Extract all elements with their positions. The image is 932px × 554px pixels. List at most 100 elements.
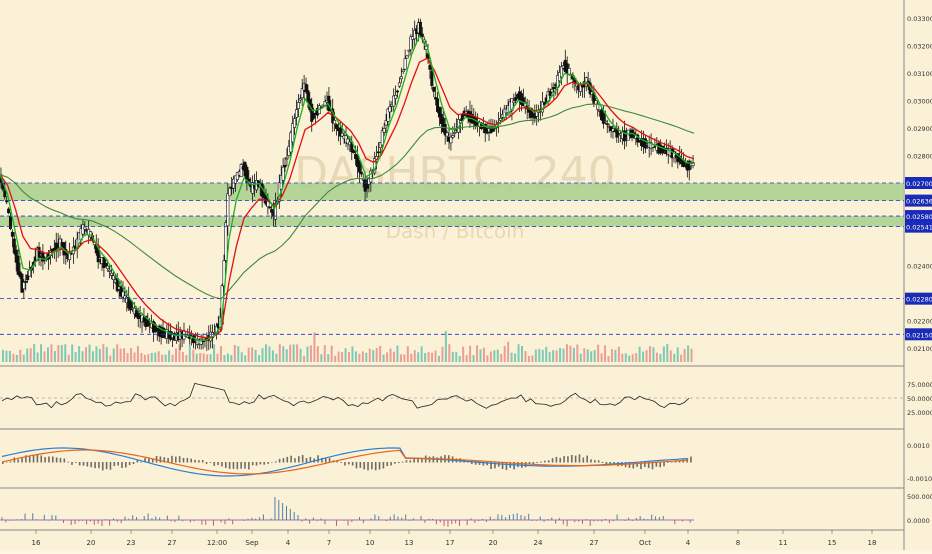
volume-bar [500,353,503,362]
candle-body [352,150,356,154]
candle-body [405,55,409,59]
macd-histogram-bar [547,460,550,463]
macd-histogram-bar [586,455,588,463]
volume-bar [233,344,236,362]
macd-histogram-bar [490,462,492,470]
x-tick-label: 20 [489,539,498,547]
volume-bar [538,348,541,362]
volume-bar [593,350,596,362]
macd-histogram-bar [401,461,404,463]
volume-bar [555,350,558,362]
macd-histogram-bar [232,462,235,469]
macd-histogram-bar [436,457,439,463]
candle-body [83,226,87,230]
macd-histogram-bar [128,462,131,466]
volume-bar [140,353,143,362]
candle-body [239,164,243,177]
candle-body [437,106,441,118]
x-tick-label: 7 [327,539,331,547]
volume-bar [662,346,665,362]
volume-bar [85,347,88,362]
volume-bar [143,354,146,362]
volume-bar [219,346,222,362]
macd-histogram-bar [101,462,104,471]
level-price-tag [905,177,932,189]
volume-bar [420,346,423,362]
volume-bar [617,346,620,362]
volume-bar [299,348,302,362]
ema-fast-line [0,34,695,342]
volume-bar [95,346,98,362]
candle-body [603,120,607,123]
macd-histogram-bar [298,456,300,463]
candle-body [28,269,32,277]
macd-histogram-bar [505,462,508,471]
macd-histogram-bar [570,454,573,463]
volume-bar [247,347,250,362]
candle-body [498,117,502,121]
volume-bar [392,351,395,362]
macd-histogram-bar [44,457,46,463]
volume-bar [610,349,613,362]
volume-bar [309,345,312,362]
volume-bar [462,346,465,362]
volume-bar [382,354,385,362]
candle-body [548,91,552,96]
candle-body [460,114,464,121]
volume-bar [361,351,364,362]
candle-body [396,90,400,93]
macd-histogram-bar [217,462,219,466]
volume-bar [161,354,164,362]
x-tick-label: 18 [868,539,877,547]
volume-bar [237,346,240,362]
volume-bar [313,332,316,362]
volume-bar [46,347,49,362]
volume-bar [316,346,319,362]
macd-histogram-bar [259,462,262,465]
macd-histogram-bar [363,462,365,470]
volume-bar [572,347,575,362]
candle-body [636,134,640,143]
volume-bar [649,346,652,362]
volume-bar [413,350,416,362]
volume-bar [552,350,555,362]
macd-histogram-bar [67,461,69,463]
macd-histogram-bar [486,462,488,466]
macd-histogram-bar [198,460,200,463]
volume-bar [285,349,288,362]
macd-histogram-bar [28,455,31,463]
macd-histogram-bar [209,462,212,463]
macd-histogram-bar [374,462,377,471]
macd-histogram-bar [513,462,515,470]
candle-body [376,151,380,154]
candle-body [312,113,316,119]
volume-bar [559,347,562,362]
volume-bar [403,354,406,362]
x-tick-label: 8 [736,539,740,547]
volume-bar [372,350,375,362]
volume-bar [417,352,420,362]
macd-histogram-bar [278,458,281,463]
macd-histogram-bar [317,455,319,463]
macd-histogram-bar [201,460,204,463]
candle-body [384,120,388,126]
osc-tick-label: 500.0000 [907,493,932,501]
volume-bar [57,345,60,362]
macd-histogram-bar [632,462,635,469]
macd-histogram-bar [224,462,227,468]
volume-bar [351,346,354,362]
x-tick-label: 16 [32,539,41,547]
volume-bar [244,355,247,362]
x-tick-label: 10 [366,539,375,547]
volume-bar [604,345,607,362]
macd-histogram-bar [636,462,638,467]
volume-bar [635,353,638,362]
volume-bar [240,352,243,362]
candle-body [449,136,453,144]
candle-body [129,300,133,311]
macd-histogram-bar [670,461,673,463]
support-zone [0,183,904,201]
volume-bar [517,344,520,362]
